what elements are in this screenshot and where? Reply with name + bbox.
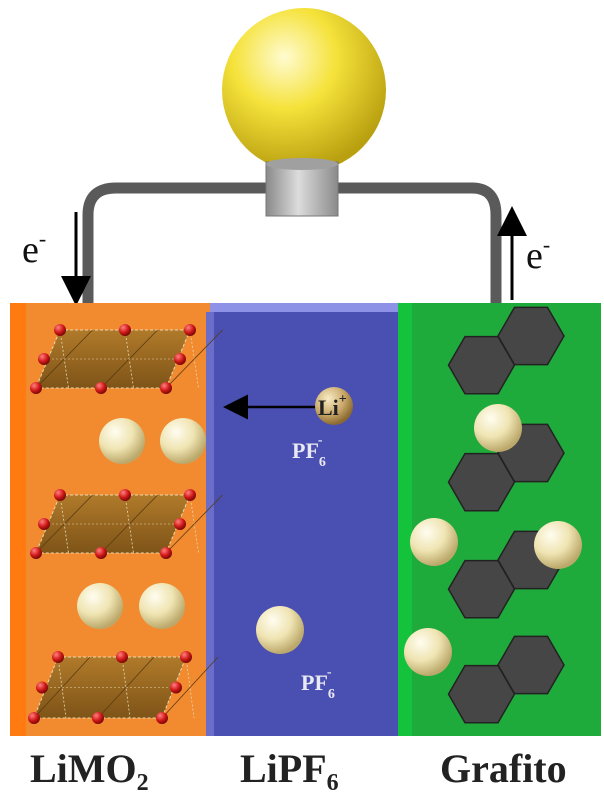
oxygen-atom-icon: [95, 382, 107, 394]
metal-oxide-slab: [28, 651, 219, 724]
oxygen-atom-icon: [28, 712, 40, 724]
metal-oxide-slab: [30, 324, 223, 394]
lithium-ion-sphere-icon: [410, 518, 458, 566]
oxygen-atom-icon: [180, 651, 192, 663]
lithium-ion-sphere-icon: [256, 606, 304, 654]
light-bulb-icon: [222, 8, 386, 217]
electrolyte-compartment: [210, 312, 406, 736]
lithium-ion-sphere-icon: [77, 583, 123, 629]
lithium-ion-sphere-icon: [534, 521, 582, 569]
electron-label-right: e-: [526, 232, 550, 277]
oxygen-atom-icon: [54, 489, 66, 501]
oxygen-atom-icon: [30, 382, 42, 394]
anion-label-lower: PF6-: [301, 665, 335, 702]
oxygen-atom-icon: [156, 712, 168, 724]
oxygen-atom-icon: [95, 547, 107, 559]
oxygen-atom-icon: [38, 353, 50, 365]
lithium-ion-sphere-icon: [404, 628, 452, 676]
lithium-ion-sphere-icon: [474, 404, 522, 452]
oxygen-atom-icon: [30, 547, 42, 559]
graphite-hexagon: [447, 452, 516, 512]
oxygen-atom-icon: [170, 681, 182, 694]
lithium-ion-sphere-icon: [139, 583, 185, 629]
lithium-ion-sphere-icon: [99, 418, 145, 464]
metal-oxide-slab: [30, 489, 223, 559]
oxygen-atom-icon: [160, 547, 172, 559]
oxygen-atom-icon: [174, 518, 186, 530]
electrolyte-side-shade: [206, 312, 214, 736]
anode-caption: Grafito: [440, 746, 567, 791]
electrolyte-caption: LiPF6: [240, 746, 339, 796]
external-wire: [82, 182, 502, 309]
anode-side-face: [398, 303, 412, 736]
oxygen-atom-icon: [92, 712, 104, 724]
graphite-hexagon: [447, 335, 516, 395]
electrolyte-top-face: [195, 303, 413, 312]
lithium-spheres: [77, 404, 582, 676]
graphite-hexagon: [447, 559, 516, 619]
cathode-side-face: [10, 303, 26, 736]
oxygen-atom-icon: [184, 489, 196, 501]
lithium-ion-sphere-icon: [160, 418, 206, 464]
oxygen-atom-icon: [36, 681, 48, 694]
metal-oxide-layer-icon: [28, 324, 223, 724]
graphite-layer-icon: [447, 306, 565, 724]
oxygen-atom-icon: [52, 651, 64, 663]
cathode-caption: LiMO2: [30, 746, 149, 796]
oxygen-atom-icon: [54, 324, 66, 336]
anion-label-upper: PF6-: [292, 433, 326, 470]
lithium-ion-label: Li+: [318, 392, 347, 420]
oxygen-atom-icon: [174, 353, 186, 365]
oxygen-atom-icon: [160, 382, 172, 394]
lithium-ion-icon: [315, 387, 353, 425]
graphite-hexagon: [447, 664, 516, 724]
electron-label-left: e-: [22, 226, 46, 271]
oxygen-atom-icon: [119, 489, 131, 501]
oxygen-atom-icon: [38, 518, 50, 530]
oxygen-atom-icon: [184, 324, 196, 336]
oxygen-atom-icon: [119, 324, 131, 336]
oxygen-atom-icon: [116, 651, 128, 663]
